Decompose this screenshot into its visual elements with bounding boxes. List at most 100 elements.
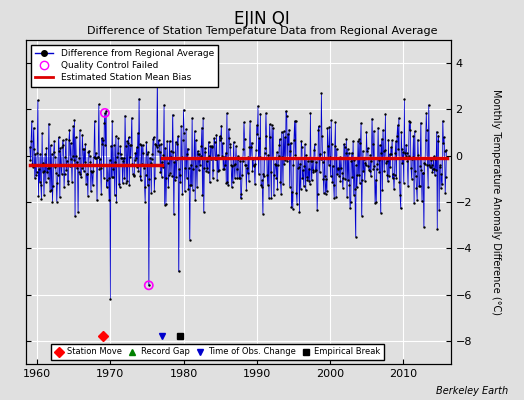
Point	[302, 174, 311, 180]
Point	[222, 180, 231, 187]
Point	[193, 184, 201, 190]
Point	[109, 166, 117, 172]
Point	[46, 188, 54, 194]
Point	[133, 144, 141, 150]
Point	[351, 186, 359, 192]
Point	[155, 142, 163, 148]
Point	[187, 161, 195, 168]
Point	[297, 186, 305, 192]
Point	[280, 134, 289, 140]
Point	[289, 206, 297, 212]
Point	[113, 154, 121, 160]
Point	[290, 137, 298, 143]
Point	[301, 141, 309, 148]
Point	[129, 173, 138, 180]
Point	[230, 162, 238, 168]
Point	[438, 181, 446, 187]
Point	[372, 176, 380, 183]
Point	[347, 157, 355, 164]
Point	[439, 118, 447, 124]
Point	[120, 175, 128, 181]
Point	[62, 167, 71, 173]
Point	[413, 197, 421, 203]
Point	[69, 123, 78, 129]
Point	[93, 154, 102, 160]
Point	[57, 162, 65, 168]
Point	[159, 164, 167, 170]
Point	[30, 146, 38, 152]
Point	[60, 184, 68, 190]
Point	[239, 119, 248, 126]
Point	[410, 128, 419, 134]
Point	[363, 148, 372, 154]
Point	[425, 162, 433, 168]
Point	[331, 119, 340, 126]
Point	[172, 156, 181, 162]
Point	[260, 173, 268, 180]
Point	[269, 124, 277, 131]
Point	[241, 162, 249, 168]
Point	[321, 191, 330, 198]
Point	[100, 120, 108, 126]
Point	[320, 190, 328, 196]
Point	[291, 118, 300, 124]
Point	[107, 142, 115, 149]
Point	[371, 200, 379, 206]
Point	[374, 124, 383, 131]
Point	[189, 166, 198, 172]
Point	[196, 162, 204, 168]
Point	[100, 174, 108, 181]
Point	[191, 196, 199, 203]
Point	[254, 103, 262, 109]
Point	[403, 158, 411, 164]
Point	[185, 165, 193, 171]
Point	[331, 143, 339, 149]
Point	[118, 180, 127, 186]
Point	[121, 112, 129, 119]
Point	[182, 174, 191, 181]
Point	[104, 162, 112, 168]
Point	[184, 186, 193, 192]
Point	[336, 177, 344, 184]
Point	[85, 152, 94, 159]
Text: EJIN QI: EJIN QI	[234, 10, 290, 28]
Point	[351, 234, 359, 240]
Point	[252, 161, 260, 167]
Point	[373, 161, 381, 167]
Point	[317, 90, 325, 96]
Point	[81, 141, 90, 147]
Point	[279, 128, 288, 134]
Point	[319, 158, 327, 165]
Point	[423, 127, 431, 134]
Point	[90, 118, 99, 124]
Point	[58, 144, 67, 150]
Point	[267, 169, 275, 176]
Point	[421, 161, 429, 167]
Point	[144, 182, 152, 188]
Point	[332, 146, 341, 152]
Point	[194, 151, 202, 157]
Point	[368, 115, 376, 122]
Point	[300, 183, 308, 189]
Point	[341, 176, 350, 182]
Point	[294, 155, 302, 162]
Point	[145, 282, 153, 288]
Point	[126, 142, 134, 148]
Point	[231, 175, 239, 181]
Point	[324, 143, 332, 149]
Point	[431, 156, 440, 162]
Point	[233, 166, 241, 173]
Point	[200, 208, 208, 215]
Point	[308, 177, 316, 184]
Point	[278, 153, 287, 160]
Point	[129, 171, 137, 177]
Point	[162, 200, 170, 207]
Point	[379, 148, 388, 154]
Point	[163, 138, 171, 144]
Point	[106, 296, 115, 302]
Point	[416, 163, 424, 170]
Point	[239, 145, 247, 152]
Point	[391, 150, 399, 156]
Point	[160, 102, 168, 108]
Point	[344, 176, 352, 183]
